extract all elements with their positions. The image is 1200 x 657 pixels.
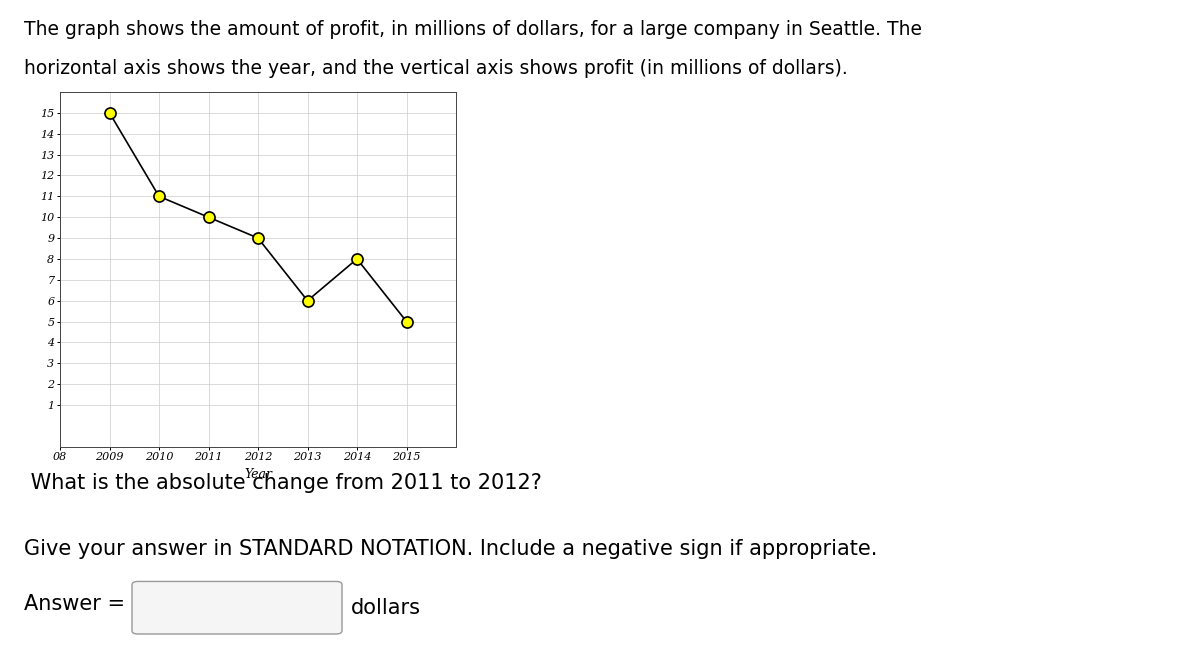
Point [149,191,168,202]
Text: Answer =: Answer = [24,595,125,614]
Point [397,316,416,327]
X-axis label: Year: Year [244,468,272,481]
Text: horizontal axis shows the year, and the vertical axis shows profit (in millions : horizontal axis shows the year, and the … [24,59,847,78]
Text: dollars: dollars [350,598,420,618]
Text: The graph shows the amount of profit, in millions of dollars, for a large compan: The graph shows the amount of profit, in… [24,20,922,39]
Text: Give your answer in STANDARD NOTATION. Include a negative sign if appropriate.: Give your answer in STANDARD NOTATION. I… [24,539,877,558]
Point [298,296,317,306]
Text: What is the absolute change from 2011 to 2012?: What is the absolute change from 2011 to… [24,473,542,493]
Point [100,108,119,118]
Point [248,233,268,243]
Point [348,254,367,264]
Point [199,212,218,223]
